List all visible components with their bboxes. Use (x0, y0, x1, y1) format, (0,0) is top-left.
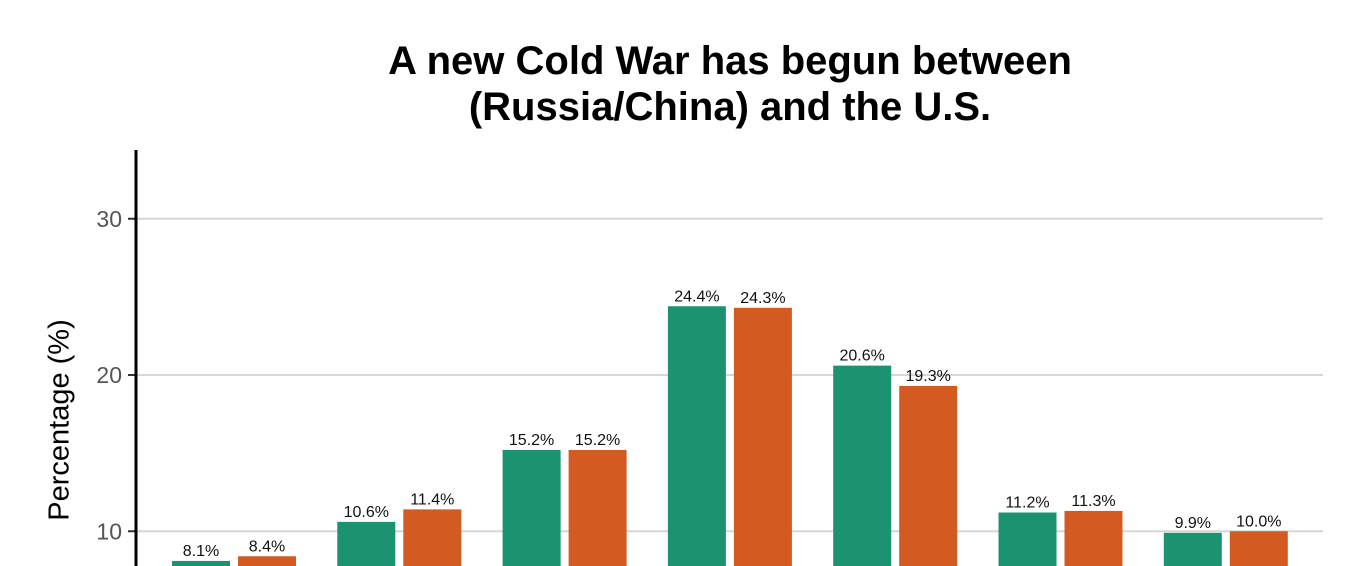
data-label: 10.6% (344, 504, 389, 521)
y-tick-label: 30 (96, 206, 122, 232)
bar-series-2 (403, 509, 462, 566)
bar-series-2 (899, 385, 958, 566)
bar-series-1 (833, 365, 892, 566)
bar-series-1 (337, 521, 396, 566)
bar-series-2 (568, 450, 627, 566)
gridlines (136, 217, 1323, 533)
y-tick-label: 20 (96, 362, 122, 388)
data-label: 8.1% (183, 543, 219, 560)
chart-title-line-2: (Russia/China) and the U.S. (468, 85, 992, 129)
data-label: 8.4% (249, 538, 285, 555)
data-label: 15.2% (509, 432, 554, 449)
bar-series-1 (502, 450, 561, 566)
data-label: 11.2% (1005, 495, 1049, 512)
data-label: 9.9% (1175, 515, 1211, 532)
bar-series-2 (1064, 510, 1123, 566)
bar-series-2 (1229, 531, 1288, 566)
bar-series-1 (998, 512, 1057, 566)
data-labels: 8.1% 8.4% 10.6% 11.4% 15.2% 15.2% 24.4% 24.3% 20… (183, 288, 1282, 560)
data-label: 24.4% (674, 288, 719, 305)
y-ticks: 10 20 30 (96, 206, 136, 544)
data-label: 11.4% (410, 491, 454, 508)
data-label: 11.3% (1071, 493, 1115, 510)
bar-series-1 (172, 560, 230, 566)
chart-title-line-1: A new Cold War has begun between (388, 39, 1072, 83)
bar-series-1 (667, 306, 726, 566)
data-label: 15.2% (575, 432, 620, 449)
y-tick-label: 10 (96, 518, 122, 544)
chart-title: A new Cold War has begun between (Russia… (0, 38, 1367, 130)
data-label: 19.3% (906, 368, 951, 385)
data-label: 10.0% (1236, 513, 1281, 530)
bar-series-2 (733, 307, 792, 566)
bar-series-1 (1163, 532, 1222, 566)
data-label: 20.6% (840, 348, 885, 365)
data-label: 24.3% (740, 290, 785, 307)
bar-series-2 (238, 556, 296, 566)
bars (172, 306, 1288, 566)
